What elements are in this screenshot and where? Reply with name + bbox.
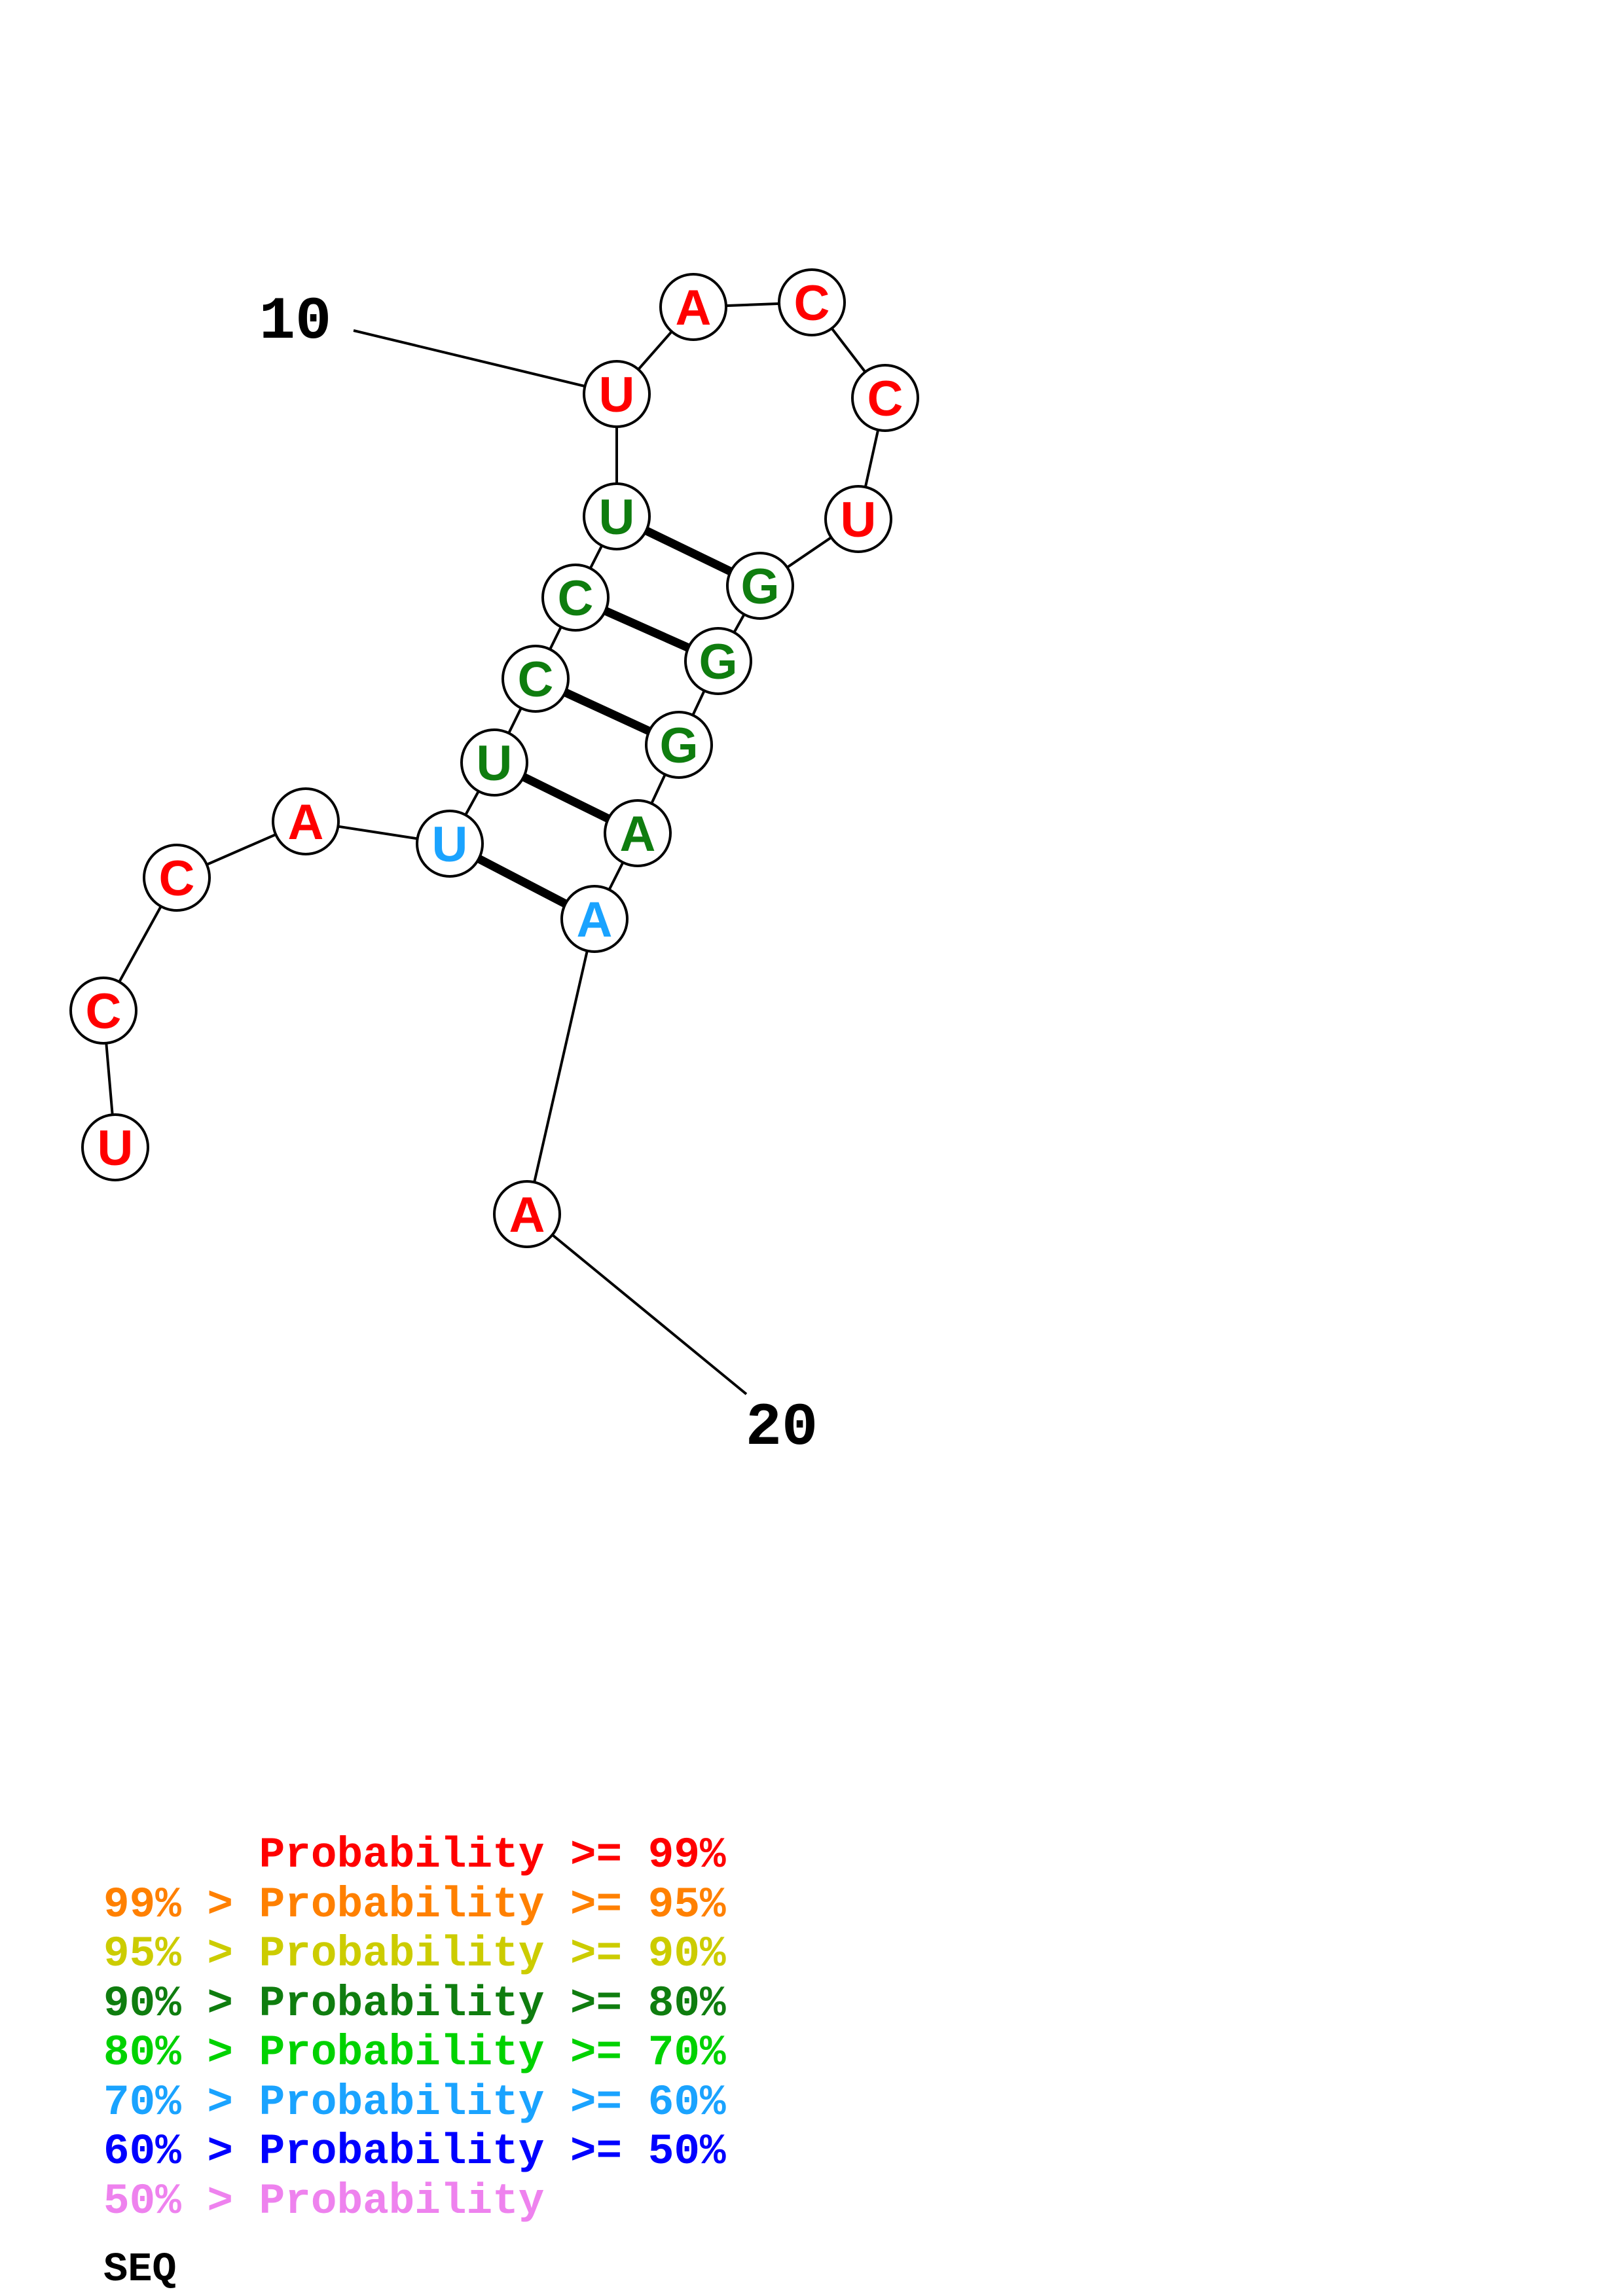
nucleotide-circle [560,885,629,953]
nucleotide-circle [501,645,570,713]
nucleotide-letter: U [432,817,468,872]
nucleotide-circle [272,787,340,855]
legend-item: 50% > Probability [103,2176,545,2226]
nucleotide-circle [460,728,528,797]
nucleotide-letter: G [659,718,698,774]
legend-item: 95% > Probability >= 90% [103,1929,726,1979]
probability-legend: Probability >= 99% 99% > Probability >= 9… [103,1831,726,2226]
legend-item: 90% > Probability >= 80% [103,1979,726,2028]
nucleotide-letter: U [599,367,635,423]
position-number-label: 10 [259,287,331,356]
nucleotide-letter: C [867,371,903,427]
nucleotide-letter: C [159,851,195,906]
legend-item: 80% > Probability >= 70% [103,2028,726,2077]
legend-item: 70% > Probability >= 60% [103,2077,726,2127]
pair-bond-layer [447,512,762,923]
nucleotide-letter: U [477,736,513,791]
nucleotide-letter: G [740,559,779,615]
nucleotide-circle [851,364,919,432]
nucleotide-circle [604,799,672,867]
nucleotide-letter: G [699,634,737,690]
nucleotide-circle [726,552,794,620]
nucleotide-circle [645,711,713,779]
nucleotide-circle [143,844,211,912]
nucleotide-circle [583,482,651,550]
nucleotide-letter: C [86,984,122,1039]
nucleotide-letter: A [620,806,656,862]
position-number-label: 20 [746,1393,818,1462]
nucleotide-letter: A [288,795,324,850]
label-pointer-line [551,1234,748,1395]
nucleotide-circle [416,810,484,878]
nucleotide-letter: U [98,1121,134,1176]
nucleotide-letter: U [841,492,877,548]
nucleotide-circle [684,627,752,695]
nucleotide-circle [778,268,846,336]
nucleotide-letter: A [509,1187,545,1243]
nucleotide-circle [541,564,610,632]
label-pointer-layer [353,329,748,1395]
nucleotide-circle [69,977,137,1045]
nucleotide-circle [493,1180,561,1248]
nucleotide-letter: U [599,490,635,545]
nucleotide-circle [81,1113,149,1181]
nucleotide-letter: A [577,892,613,948]
nucleotide-letter: C [794,276,830,331]
nucleotide-letter: C [518,652,554,708]
number-label-layer: 10 20 [259,287,818,1462]
nucleotide-circle [659,273,727,341]
label-pointer-line [353,329,585,387]
nucleotide-letter: C [558,571,594,626]
legend-item: Probability >= 99% [103,1831,726,1880]
nucleotide-letter: A [676,280,712,336]
nucleotide-circle [824,485,892,553]
backbone-line [526,918,596,1215]
nucleotide-circle [583,360,651,428]
legend-item: 99% > Probability >= 95% [103,1880,726,1929]
legend-item: 60% > Probability >= 50% [103,2127,726,2176]
seq-label: SEQ [103,2246,177,2293]
